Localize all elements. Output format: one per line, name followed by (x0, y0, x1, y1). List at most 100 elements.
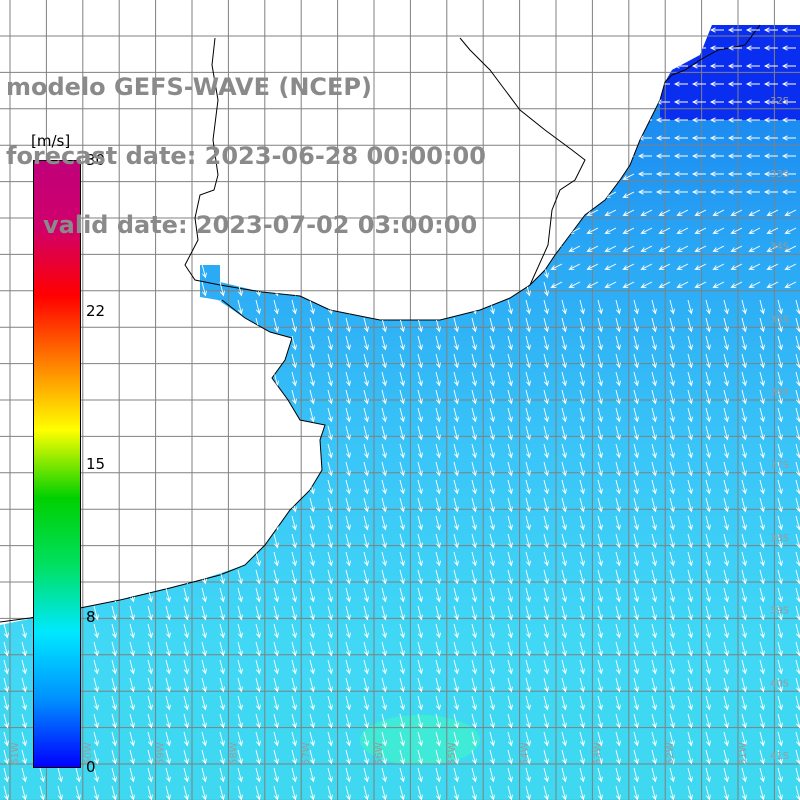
wind-arrow (727, 27, 742, 33)
wind-arrow (489, 191, 495, 207)
wind-arrow (651, 299, 657, 315)
wind-arrow (507, 209, 513, 225)
wind-arrow (381, 461, 387, 477)
wind-arrow (741, 533, 747, 549)
wind-arrow (687, 479, 693, 495)
wind-arrow (21, 353, 27, 369)
wind-arrow (561, 569, 567, 585)
wind-arrow (741, 371, 747, 387)
coastline-uruguay (184, 37, 586, 321)
lon-label: 60W (83, 742, 94, 765)
wind-arrow (741, 659, 747, 675)
wind-arrow (489, 497, 495, 513)
wind-arrow (381, 407, 387, 423)
wind-arrow (507, 623, 513, 639)
wind-arrow (723, 407, 729, 423)
wind-arrow (327, 515, 333, 531)
wind-arrow (291, 587, 297, 603)
wind-arrow (597, 641, 603, 657)
wind-arrow (489, 263, 495, 279)
wind-arrow (507, 155, 513, 171)
wind-arrow (777, 605, 783, 621)
wind-arrow (568, 47, 581, 54)
wind-arrow (201, 461, 207, 477)
wind-arrow (507, 713, 513, 729)
wind-arrow (579, 731, 585, 747)
wind-arrow (586, 263, 599, 270)
wind-arrow (453, 551, 459, 567)
wind-arrow (525, 587, 531, 603)
wind-arrow (525, 533, 531, 549)
wind-arrow (543, 515, 549, 531)
wind-arrow (561, 731, 567, 747)
wind-arrow (777, 533, 783, 549)
wind-arrow (309, 353, 315, 369)
wind-arrow (597, 299, 603, 315)
wind-arrow (435, 641, 441, 657)
wind-arrow (615, 605, 621, 621)
wind-arrow (417, 425, 423, 441)
wind-arrow (435, 353, 441, 369)
wind-arrow (597, 533, 603, 549)
wind-arrow (525, 497, 531, 513)
wind-arrow (777, 371, 783, 387)
wind-arrow (550, 263, 563, 270)
wind-arrow (525, 263, 531, 279)
wind-arrow (111, 587, 117, 603)
wind-arrow (795, 299, 800, 315)
wind-arrow (597, 767, 603, 783)
wind-arrow (550, 209, 563, 216)
wind-arrow (165, 317, 171, 333)
wind-arrow (273, 389, 279, 405)
wind-arrow (525, 479, 531, 495)
wind-arrow (345, 461, 351, 477)
wind-arrow (687, 443, 693, 459)
wind-arrow (399, 407, 405, 423)
wind-arrow (597, 623, 603, 639)
wind-arrow (784, 227, 797, 234)
wind-arrow (291, 713, 297, 729)
wind-arrow (651, 587, 657, 603)
wind-arrow (687, 299, 693, 315)
wind-arrow (550, 281, 563, 288)
wind-arrow (309, 569, 315, 585)
wind-arrow (507, 407, 513, 423)
wind-arrow (579, 677, 585, 693)
wind-arrow (381, 623, 387, 639)
wind-arrow (201, 407, 207, 423)
wind-arrow (579, 533, 585, 549)
wind-arrow (381, 731, 387, 747)
wind-arrow (568, 83, 581, 90)
wind-arrow (129, 371, 135, 387)
wind-arrow (723, 605, 729, 621)
wind-arrow (723, 677, 729, 693)
wind-arrow (795, 623, 800, 639)
wind-arrow (363, 317, 369, 333)
wind-arrow (129, 353, 135, 369)
wind-arrow (687, 587, 693, 603)
wind-arrow (633, 389, 639, 405)
wind-arrow (651, 605, 657, 621)
wind-arrow (543, 371, 549, 387)
wind-arrow (327, 281, 333, 297)
wind-arrow (129, 731, 135, 747)
wind-arrow (597, 335, 603, 351)
wind-arrow (781, 45, 796, 51)
wind-arrow (777, 425, 783, 441)
wind-arrow (673, 135, 688, 141)
wind-arrow (381, 425, 387, 441)
wind-arrow (723, 641, 729, 657)
wind-arrow (345, 587, 351, 603)
wind-arrow (633, 443, 639, 459)
wind-arrow (673, 171, 688, 177)
wind-arrow (3, 335, 9, 351)
wind-arrow (363, 659, 369, 675)
wind-arrow (183, 551, 189, 567)
wind-arrow (435, 371, 441, 387)
wind-arrow (655, 45, 670, 51)
wind-arrow (345, 641, 351, 657)
wind-arrow (273, 713, 279, 729)
wind-arrow (795, 389, 800, 405)
lat-label: 32S (770, 96, 789, 107)
wind-arrow (291, 281, 297, 297)
